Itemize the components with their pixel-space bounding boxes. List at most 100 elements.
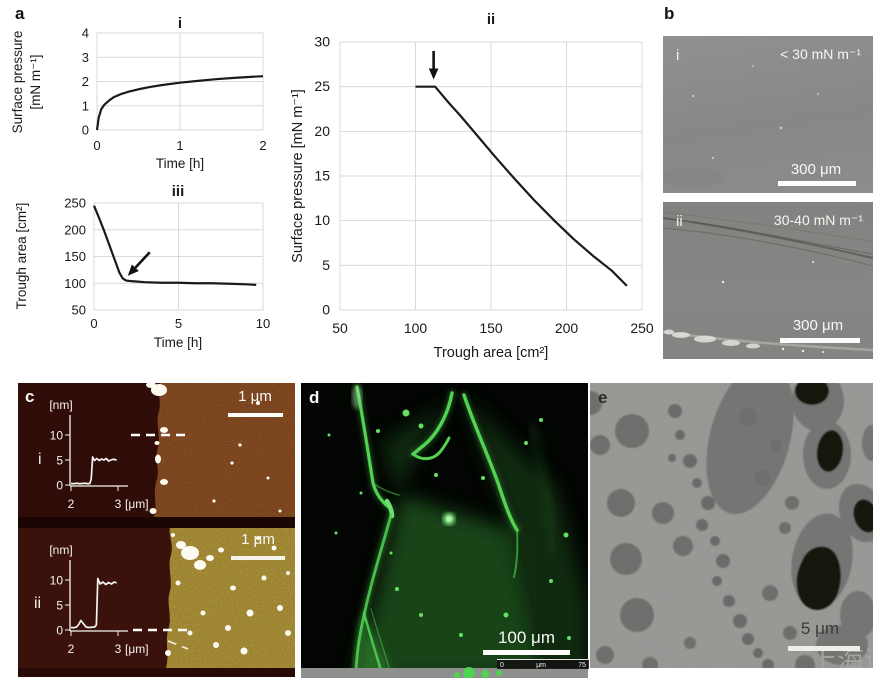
y-tick-label: 2 — [82, 74, 89, 89]
y-tick-label: 10 — [50, 429, 64, 443]
y-tick-label: 200 — [64, 222, 86, 237]
x-tick-label: 50 — [332, 320, 348, 336]
dark-holes — [795, 383, 873, 610]
y-axis-label: Trough area [cm²] — [14, 203, 29, 310]
x-axis-label: [μm] — [125, 497, 149, 511]
height-profile-chart-ii: 0 5 10 2 3 [μm] [nm] — [49, 543, 149, 656]
x-axis-label: Trough area [cm²] — [434, 345, 549, 361]
scale-bar-label-c-ii: 1 μm — [241, 531, 275, 548]
x-tick-label: 100 — [404, 320, 428, 336]
scale-bar-d — [483, 650, 570, 655]
scale-bar-label-b-i: 300 μm — [790, 161, 842, 178]
series-line — [92, 205, 257, 286]
chart-surface-pressure-vs-time: 0 1 2 3 4 0 1 2 i Time [h] Surface pressure [mN m⁻¹… — [10, 15, 267, 171]
micrograph-b-ii-sublabel: ii — [676, 213, 683, 230]
lipid-domains — [590, 383, 873, 668]
x-axis-label: Time [h] — [156, 156, 204, 171]
afm-i-sublabel: i — [38, 451, 42, 468]
x-tick-label: 0 — [93, 138, 100, 153]
x-tick-label: 10 — [256, 316, 270, 331]
x-tick-label: 150 — [479, 320, 503, 336]
afm-ii-sublabel: ii — [34, 595, 42, 612]
scale-bar-label-b-ii: 300 μm — [792, 317, 844, 334]
series-line — [95, 75, 264, 131]
fluorescence-image-panel — [301, 383, 588, 678]
sem-image-panel: 上海谓 — [590, 383, 873, 668]
panel-c-label: c — [25, 387, 35, 406]
ruler-end: 75 — [578, 662, 586, 669]
x-tick-label: 3 — [115, 642, 122, 656]
y-tick-label: 100 — [64, 276, 86, 291]
chart-trough-area-vs-time: 50 100 150 200 250 0 5 10 iii Time [h] Trough area… — [14, 183, 270, 350]
watermark: 上海谓 — [810, 646, 873, 668]
x-axis-label: [μm] — [125, 642, 149, 656]
y-axis-label: [mN m⁻¹] — [28, 54, 43, 109]
afm-i-aggregates — [146, 383, 282, 514]
scale-bar-b-i — [778, 181, 856, 186]
bright-patches — [664, 329, 760, 349]
y-tick-label: 10 — [314, 212, 330, 228]
y-tick-label: 0 — [82, 123, 89, 138]
microscope-ruler: 0 μm 75 — [497, 659, 589, 669]
x-tick-label: 1 — [176, 138, 183, 153]
panel-a-label: a — [15, 4, 25, 23]
panel-e-label: e — [598, 388, 608, 407]
chart-title: i — [178, 15, 182, 32]
scale-bar-c-i — [228, 413, 283, 417]
panel-d-label: d — [309, 388, 320, 407]
y-tick-label: 0 — [56, 624, 63, 638]
y-axis-label: Surface pressure [mN m⁻¹] — [290, 89, 306, 263]
ruler-unit: μm — [536, 662, 546, 669]
scale-bar-b-ii — [780, 338, 860, 343]
image-bottom-strip — [301, 668, 588, 678]
series-line — [70, 456, 117, 485]
y-tick-label: 3 — [82, 50, 89, 65]
y-tick-label: 5 — [322, 257, 330, 273]
x-tick-label: 3 — [115, 497, 122, 511]
y-tick-label: 50 — [72, 303, 86, 318]
annotation-arrowhead — [428, 68, 439, 80]
micrograph-b-ii-artifacts — [663, 211, 873, 353]
afm-images-panel — [18, 383, 295, 677]
scale-bar-c-ii — [231, 556, 285, 560]
y-tick-label: 25 — [314, 78, 330, 94]
x-axis-label: Time [h] — [154, 335, 202, 350]
y-axis-label: [nm] — [49, 543, 72, 557]
micrograph-b-ii: ii 30-40 mN m⁻¹ 300 μm — [663, 202, 873, 359]
x-tick-label: 200 — [555, 320, 579, 336]
scale-bar-label-e: 5 μm — [800, 619, 840, 638]
profile-location-dashes — [131, 433, 190, 650]
pressure-annotation-b-i: < 30 mN m⁻¹ — [780, 46, 861, 62]
afm-ii-aggregates — [165, 533, 291, 656]
y-tick-label: 15 — [314, 168, 330, 184]
y-tick-label: 4 — [82, 26, 89, 41]
y-tick-label: 250 — [64, 196, 86, 211]
y-tick-label: 30 — [314, 34, 330, 50]
y-tick-label: 5 — [56, 599, 63, 613]
y-tick-label: 0 — [322, 302, 330, 318]
annotation-arrowhead — [127, 264, 139, 276]
micrograph-b-i-sublabel: i — [676, 47, 680, 64]
chart-title: ii — [487, 11, 495, 28]
y-axis-label: [nm] — [49, 398, 72, 412]
micrograph-b-i: i < 30 mN m⁻¹ 300 μm — [663, 36, 873, 193]
series-line — [415, 85, 628, 287]
x-tick-label: 250 — [630, 320, 654, 336]
height-profile-chart-i: 0 5 10 2 3 [μm] [nm] — [49, 398, 149, 511]
y-axis-label: Surface pressure — [10, 31, 25, 134]
y-tick-label: 0 — [56, 479, 63, 493]
annotation-arrow — [134, 251, 151, 269]
scale-bar-e — [788, 646, 860, 651]
x-tick-label: 5 — [175, 316, 182, 331]
chart-isotherm-pressure-vs-area: 0 5 10 15 20 25 30 50 100 150 200 250 ii Trough area … — [290, 11, 654, 361]
micrograph-b-i-artifacts — [663, 65, 819, 188]
bottom-green-blobs — [454, 667, 502, 678]
x-tick-label: 2 — [259, 138, 266, 153]
y-tick-label: 150 — [64, 249, 86, 264]
scale-bar-label-c-i: 1 μm — [238, 388, 272, 405]
y-tick-label: 10 — [50, 574, 64, 588]
pressure-annotation-b-ii: 30-40 mN m⁻¹ — [773, 212, 863, 228]
y-tick-label: 5 — [56, 454, 63, 468]
x-tick-label: 2 — [68, 642, 75, 656]
